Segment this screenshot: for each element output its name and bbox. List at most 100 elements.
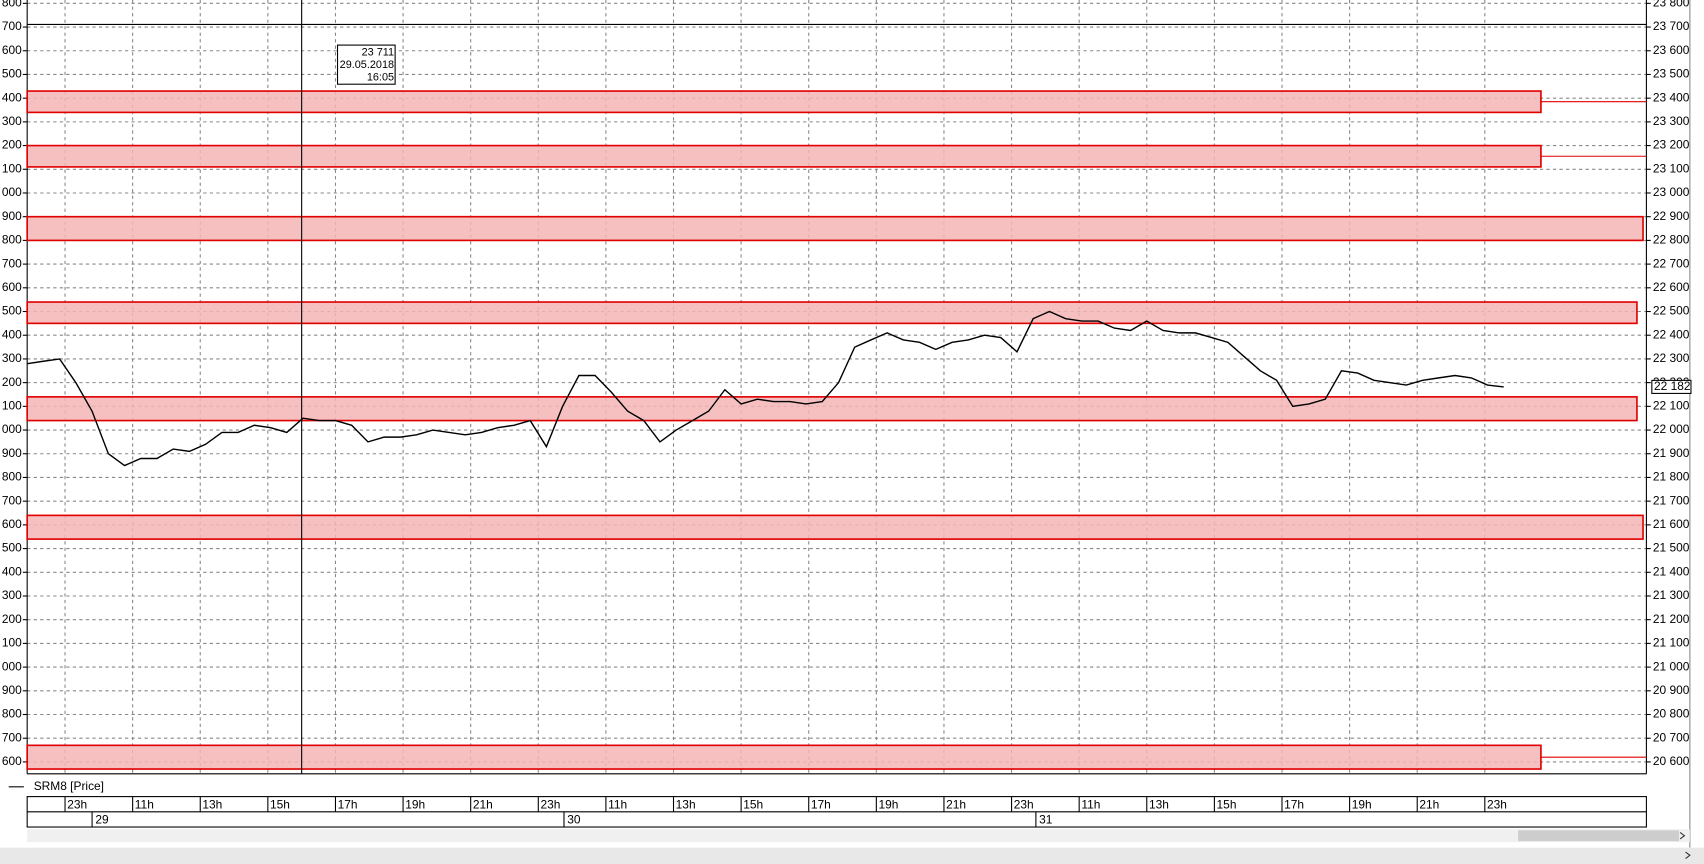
y-tick-label: 23 400: [0, 90, 22, 104]
y-tick-label: 23 000: [0, 185, 22, 199]
y-tick-label: 22 100: [0, 398, 22, 412]
y-tick-label: 21 900: [0, 446, 22, 460]
y-tick-label: 23 700: [0, 19, 22, 33]
y-tick-label: 22 200: [0, 375, 22, 389]
y-tick-label: 20 600: [1653, 754, 1690, 768]
y-tick-label: 21 100: [0, 636, 22, 650]
x-tick-label: 21h: [473, 797, 493, 811]
y-tick-label: 21 400: [0, 564, 22, 578]
zone: [26, 90, 1542, 114]
y-tick-label: 22 400: [0, 327, 22, 341]
y-tick-label: 21 300: [0, 588, 22, 602]
y-tick-label: 23 200: [0, 138, 22, 152]
crosshair-tooltip: [336, 44, 396, 85]
y-tick-label: 23 300: [1653, 114, 1690, 128]
x-tick-label: 19h: [879, 797, 899, 811]
y-tick-label: 21 800: [1653, 470, 1690, 484]
y-tick-label: 22 000: [0, 422, 22, 436]
x-tick-label: 19h: [1352, 797, 1372, 811]
y-tick-label: 20 900: [1653, 683, 1690, 697]
y-tick-label: 23 800: [1653, 0, 1690, 9]
zone: [26, 144, 1542, 168]
y-tick-label: 22 400: [1653, 327, 1690, 341]
price-line: [27, 310, 1504, 467]
x-tick-label: 13h: [202, 797, 222, 811]
last-price-box: [1651, 379, 1692, 394]
y-tick-label: 22 700: [1653, 256, 1690, 270]
y-tick-label: 21 800: [0, 470, 22, 484]
x-tick-label: 21h: [946, 797, 966, 811]
y-tick-label: 21 000: [1653, 659, 1690, 673]
y-tick-label: 23 600: [1653, 43, 1690, 57]
zone: [26, 215, 1644, 242]
x-tick-label: 23h: [540, 797, 560, 811]
x-tick-label: 17h: [811, 797, 831, 811]
y-tick-label: 21 700: [0, 493, 22, 507]
x-tick-label: 13h: [1149, 797, 1169, 811]
scroll-arrow[interactable]: [1679, 832, 1686, 840]
tooltip-text: 23 711: [362, 47, 394, 59]
y-tick-label: 21 600: [1653, 517, 1690, 531]
y-tick-label: 22 500: [0, 304, 22, 318]
y-tick-label: 23 700: [1653, 19, 1690, 33]
legend: SRM8 [Price]: [34, 779, 104, 793]
y-tick-label: 22 600: [0, 280, 22, 294]
zone: [26, 301, 1638, 325]
scroll-arrow[interactable]: [1685, 851, 1691, 859]
y-tick-label: 21 500: [0, 541, 22, 555]
y-tick-label: 22 600: [1653, 280, 1690, 294]
y-tick-label: 20 900: [0, 683, 22, 697]
x-tick-label: 23h: [1487, 797, 1507, 811]
y-tick-label: 21 300: [1653, 588, 1690, 602]
zone: [26, 396, 1638, 422]
x-tick-label: 11h: [135, 797, 154, 811]
y-tick-label: 22 900: [1653, 209, 1690, 223]
x-tick-label: 15h: [743, 797, 763, 811]
y-tick-label: 22 500: [1653, 304, 1690, 318]
scrollbar[interactable]: [27, 829, 1690, 843]
y-tick-label: 23 500: [1653, 67, 1690, 81]
x-tick-label: 17h: [1284, 797, 1304, 811]
y-tick-label: 23 300: [0, 114, 22, 128]
scroll-thumb[interactable]: [1518, 830, 1680, 842]
x-tick-label: 11h: [608, 797, 627, 811]
zone: [26, 514, 1644, 540]
x-tick-label: 19h: [405, 797, 425, 811]
y-tick-label: 20 800: [1653, 707, 1690, 721]
day-label: 31: [1039, 813, 1053, 827]
y-tick-label: 21 500: [1653, 541, 1690, 555]
y-tick-label: 22 900: [0, 209, 22, 223]
y-tick-label: 23 000: [1653, 185, 1690, 199]
x-tick-label: 13h: [676, 797, 696, 811]
y-tick-label: 21 200: [1653, 612, 1690, 626]
y-tick-label: 22 100: [1653, 398, 1690, 412]
x-tick-label: 23h: [67, 797, 87, 811]
y-tick-label: 20 600: [0, 754, 22, 768]
y-tick-label: 21 900: [1653, 446, 1690, 460]
y-tick-label: 23 400: [1653, 90, 1690, 104]
zone: [26, 744, 1542, 770]
y-tick-label: 20 700: [1653, 730, 1690, 744]
last-price-label: 22 182: [1654, 379, 1691, 393]
x-tick-label: 21h: [1419, 797, 1439, 811]
y-tick-label: 23 100: [1653, 161, 1690, 175]
y-tick-label: 22 800: [0, 233, 22, 247]
y-tick-label: 23 500: [0, 67, 22, 81]
day-label: 29: [95, 813, 109, 827]
y-tick-label: 20 700: [0, 730, 22, 744]
x-tick-label: 15h: [1217, 797, 1237, 811]
y-tick-label: 21 700: [1653, 493, 1690, 507]
y-tick-label: 23 600: [0, 43, 22, 57]
x-tick-label: 11h: [1081, 797, 1100, 811]
y-tick-label: 20 800: [0, 707, 22, 721]
y-tick-label: 22 300: [1653, 351, 1690, 365]
y-tick-label: 23 800: [0, 0, 22, 9]
y-tick-label: 21 000: [0, 659, 22, 673]
x-tick-label: 17h: [338, 797, 358, 811]
y-tick-label: 21 100: [1653, 636, 1690, 650]
day-label: 30: [567, 813, 581, 827]
y-tick-label: 21 400: [1653, 564, 1690, 578]
y-tick-label: 22 000: [1653, 422, 1690, 436]
